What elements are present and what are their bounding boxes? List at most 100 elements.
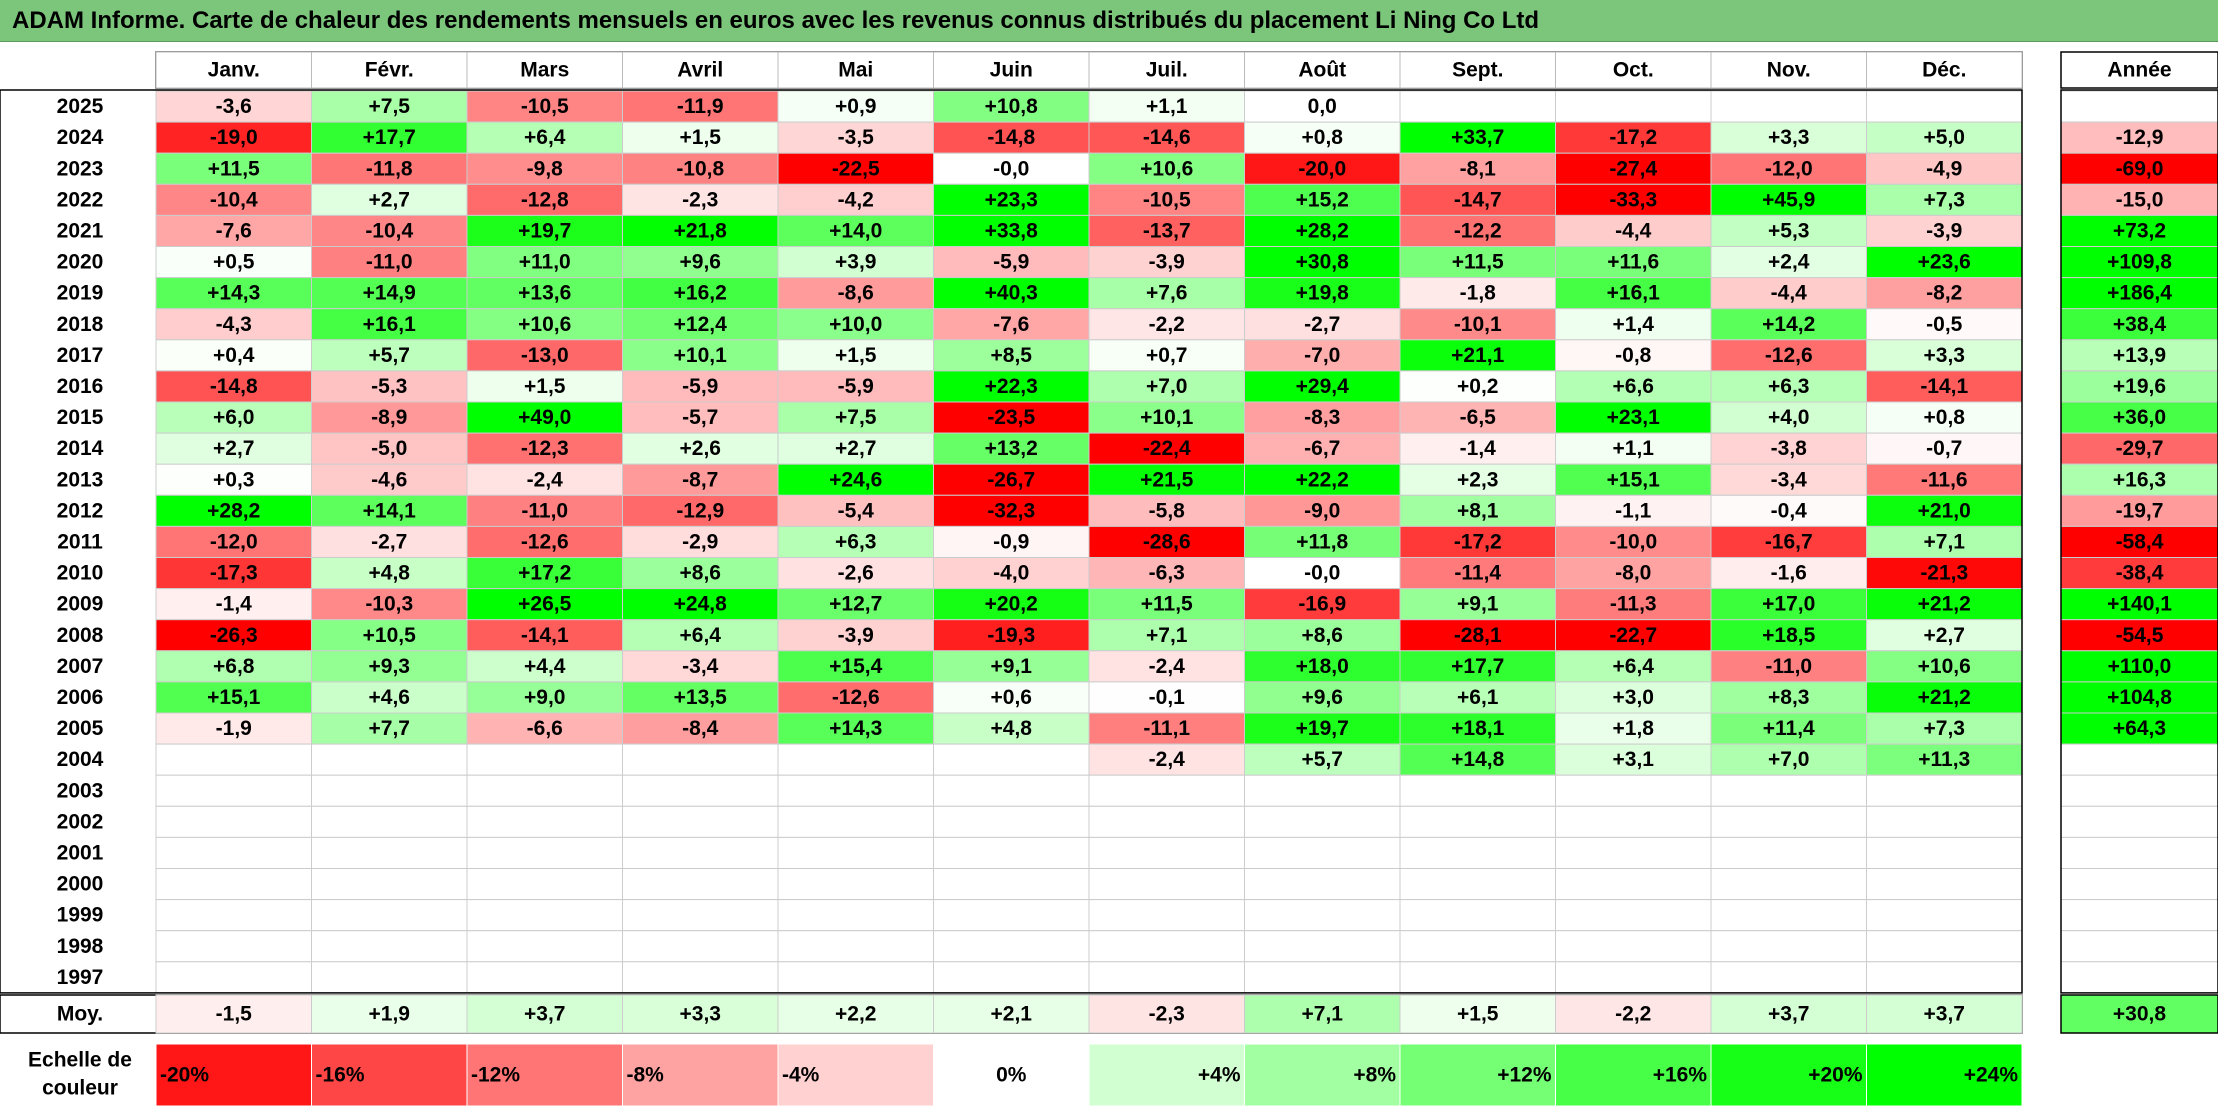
scale-label-value: +20%: [1808, 1064, 1863, 1087]
cell-value: -3,5: [838, 126, 875, 149]
heatmap-cell: [933, 494, 1090, 527]
cell-value: -11,9: [677, 95, 724, 118]
cell-value: +1,5: [524, 375, 566, 398]
heatmap-cell: [1399, 930, 1556, 963]
heatmap-cell: [155, 619, 312, 652]
year-label: 2017: [57, 344, 104, 367]
heatmap-cell: [1244, 774, 1401, 807]
heatmap-cell: [311, 370, 468, 403]
year-label: 2023: [57, 157, 104, 180]
heatmap-cell: [622, 401, 779, 434]
heatmap-cell: [1555, 277, 1712, 310]
year-label: 2022: [57, 188, 104, 211]
annual-cell: [2060, 463, 2218, 496]
heatmap-cell: [311, 246, 468, 279]
heatmap-cell: [1555, 557, 1712, 590]
heatmap-cell: [1555, 899, 1712, 932]
heatmap-cell: [155, 308, 312, 341]
heatmap-cell: [622, 774, 779, 807]
cell-value: +15,2: [1296, 188, 1349, 211]
heatmap-cell: [1710, 805, 1867, 838]
cell-value: +4,0: [1768, 406, 1809, 429]
cell-value: +9,1: [1457, 593, 1499, 616]
heatmap-cell: [1555, 432, 1712, 465]
cell-value: +6,4: [524, 126, 566, 149]
scale-label-value: -12%: [471, 1064, 520, 1087]
cell-value: +10,1: [674, 344, 727, 367]
cell-value: +45,9: [1762, 188, 1815, 211]
cell-value: +19,8: [1296, 282, 1349, 305]
cell-value: -12,9: [676, 499, 724, 522]
average-value: -1,5: [216, 1003, 253, 1026]
cell-value: +14,2: [1762, 313, 1815, 336]
heatmap-cell: [777, 774, 934, 807]
cell-value: +6,3: [835, 530, 876, 553]
heatmap-cell: [1088, 370, 1245, 403]
annual-value: +13,9: [2113, 344, 2166, 367]
heatmap-cell: [1710, 463, 1867, 496]
cell-value: +28,2: [207, 499, 260, 522]
heatmap-cell: [466, 152, 623, 185]
annual-cell: [2060, 868, 2218, 901]
scale-swatch: [1866, 1043, 2023, 1106]
year-label: 1997: [57, 966, 104, 989]
cell-value: +5,3: [1768, 219, 1809, 242]
heatmap-cell: [155, 681, 312, 714]
heatmap-cell: [1555, 619, 1712, 652]
cell-value: -5,9: [682, 375, 718, 398]
cell-value: -11,3: [1610, 593, 1657, 616]
annual-cell: [2060, 214, 2218, 247]
heatmap-cell: [777, 494, 934, 527]
heatmap-cell: [1399, 836, 1556, 870]
cell-value: -11,8: [366, 157, 413, 180]
heatmap-cell: [777, 836, 934, 870]
annual-cell: [2060, 899, 2218, 932]
heatmap-cell: [1710, 557, 1867, 590]
cell-value: +0,3: [213, 468, 254, 491]
cell-value: -5,7: [682, 406, 718, 429]
heatmap-cell: [466, 401, 623, 434]
cell-value: +0,7: [1146, 344, 1187, 367]
month-header-label: Févr.: [365, 59, 414, 82]
heatmap-cell: [1866, 557, 2023, 590]
cell-value: -10,3: [365, 593, 413, 616]
scale-label-value: -4%: [782, 1064, 820, 1087]
year-label: 1999: [57, 904, 104, 927]
cell-value: -8,2: [1926, 282, 1962, 305]
heatmap-cell: [311, 774, 468, 807]
heatmap-cell: [155, 588, 312, 621]
heatmap-cell: [155, 494, 312, 527]
cell-value: -5,9: [838, 375, 874, 398]
cell-value: +2,7: [213, 437, 254, 460]
cell-value: +10,5: [363, 624, 416, 647]
cell-value: -9,0: [1304, 499, 1340, 522]
cell-value: +20,2: [985, 593, 1038, 616]
cell-value: +17,2: [518, 562, 571, 585]
cell-value: -10,0: [1609, 530, 1657, 553]
heatmap-cell: [155, 899, 312, 932]
cell-value: -4,6: [371, 468, 407, 491]
cell-value: +1,1: [1613, 437, 1655, 460]
heatmap-cell: [1866, 899, 2023, 932]
average-value: +3,3: [680, 1003, 721, 1026]
cell-value: -6,6: [527, 717, 563, 740]
year-label: 2008: [57, 624, 104, 647]
heatmap-cell: [1710, 961, 1867, 994]
heatmap-cell: [622, 899, 779, 932]
cell-value: +11,0: [519, 251, 571, 274]
scale-label: couleur: [42, 1077, 118, 1100]
heatmap-cell: [1244, 432, 1401, 465]
heatmap-cell: [311, 868, 468, 901]
heatmap-cell: [622, 494, 779, 527]
month-header-cell: [311, 51, 468, 89]
cell-value: -0,9: [993, 530, 1029, 553]
heatmap-cell: [1399, 774, 1556, 807]
heatmap-cell: [1244, 494, 1401, 527]
cell-value: -12,6: [521, 530, 569, 553]
heatmap-cell: [1555, 339, 1712, 372]
cell-value: -22,5: [832, 157, 880, 180]
grid-border: [0, 89, 2023, 994]
average-annual-cell: [2060, 994, 2218, 1034]
cell-value: -8,1: [1460, 157, 1497, 180]
heatmap-cell: [155, 774, 312, 807]
